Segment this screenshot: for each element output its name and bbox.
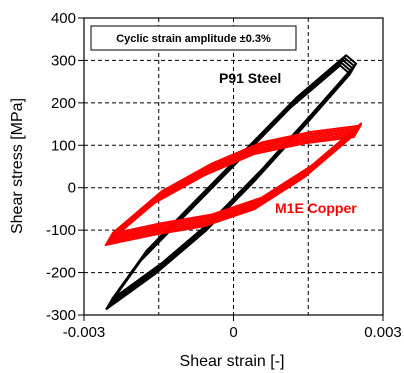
y-tick-label: -200 xyxy=(46,265,76,282)
p91-steel-loop xyxy=(111,54,358,301)
y-tick-label: 300 xyxy=(51,52,76,69)
grid xyxy=(84,18,383,315)
tick-marks xyxy=(78,17,384,321)
x-tick-label: -0.003 xyxy=(63,324,106,341)
m1e-copper-loop xyxy=(109,125,360,238)
p91-steel-loop xyxy=(106,62,353,308)
annotation-text: Cyclic strain amplitude ±0.3% xyxy=(116,33,271,45)
y-tick-labels: -300 -200 -100 0 100 200 300 400 xyxy=(46,10,76,324)
annotation-box: Cyclic strain amplitude ±0.3% xyxy=(90,25,297,51)
series-layer xyxy=(104,54,362,311)
p91-steel-loop xyxy=(109,56,356,303)
p91-steel-loop xyxy=(108,59,355,306)
y-axis-label: Shear stress [MPa] xyxy=(9,98,26,234)
m1e-copper-loop xyxy=(107,129,358,242)
m1e-copper-loop xyxy=(111,122,362,235)
y-tick-label: 200 xyxy=(51,95,76,112)
x-tick-label: 0 xyxy=(229,324,237,341)
series-label-p91-steel: P91 Steel xyxy=(219,70,281,86)
x-axis-label: Shear strain [-] xyxy=(180,353,285,370)
x-tick-labels: -0.003 0 0.003 xyxy=(63,324,402,341)
y-tick-label: 100 xyxy=(51,137,76,154)
m1e-copper-loop xyxy=(106,130,357,243)
series-label-m1e-copper: M1E Copper xyxy=(275,200,357,216)
x-tick-label: 0.003 xyxy=(364,324,402,341)
y-tick-label: 400 xyxy=(51,10,76,27)
y-tick-label: -100 xyxy=(46,222,76,239)
y-tick-label: -300 xyxy=(46,307,76,324)
y-tick-label: 0 xyxy=(68,180,76,197)
